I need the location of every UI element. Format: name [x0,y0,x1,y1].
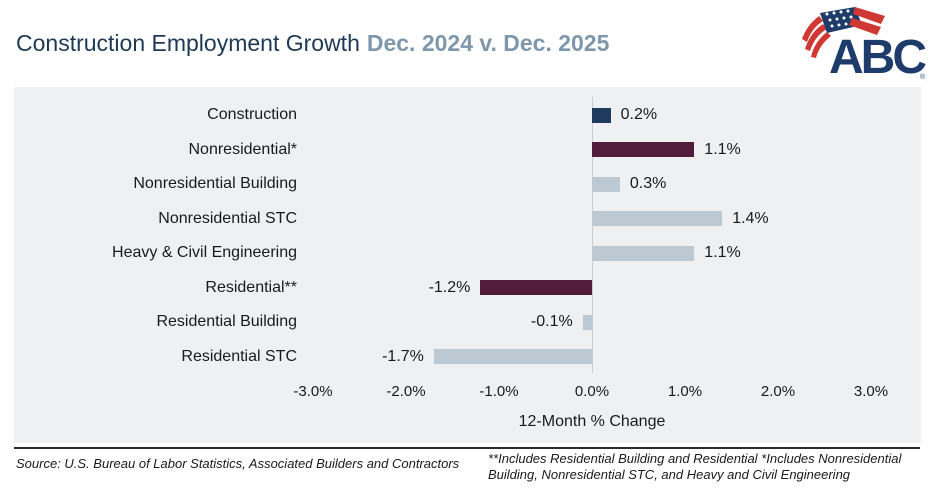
x-tick-label: -1.0% [479,383,519,400]
footer-divider [14,447,920,449]
value-label: -1.7% [382,347,424,365]
x-tick-label: 0.0% [574,383,610,400]
footnote-line-1: **Includes Residential Building and Resi… [488,451,902,466]
zero-axis-line [592,97,593,373]
bar [582,314,592,330]
value-label: -1.2% [428,278,471,296]
x-tick-label: 2.0% [760,383,796,400]
x-tick-label: -2.0% [386,383,426,400]
category-label: Heavy & Civil Engineering [112,244,297,261]
value-label: 1.4% [732,209,769,227]
logo-letters: ABC [829,31,926,83]
footnote-text: **Includes Residential Building and Resi… [488,451,901,483]
x-tick-label: 1.0% [667,383,703,400]
bar [592,211,723,226]
category-label: Residential Building [156,313,297,330]
page-title: Construction Employment Growth Dec. 2024 … [16,30,609,57]
source-text: Source: U.S. Bureau of Labor Statistics,… [16,456,460,471]
value-label: 0.3% [629,175,667,192]
value-label: 1.1% [704,244,741,261]
value-label: 1.1% [704,140,741,158]
value-label: 0.2% [620,106,658,123]
flag-stripes-right [849,7,885,35]
bar-chart: Construction 0.2% Nonresidential* 1.1% Nonre… [14,87,921,443]
category-label: Construction [207,106,297,123]
title-main: Construction Employment Growth [16,30,360,56]
title-period: Dec. 2024 v. Dec. 2025 [366,30,610,56]
bar [592,245,695,261]
category-label: Nonresidential* [188,140,297,158]
category-label: Nonresidential Building [133,175,297,192]
logo-registered-mark: ® [920,73,926,81]
category-label: Residential STC [181,347,297,365]
category-label: Residential** [205,278,297,296]
abc-logo: ABC ® [802,7,929,83]
flag-canton [820,7,862,33]
category-label: Nonresidential STC [158,209,297,227]
bar [433,349,592,364]
bar [592,107,611,123]
footnote-line-2: Building, Nonresidential STC, and Heavy … [488,467,851,482]
x-tick-label: 3.0% [853,383,889,400]
x-tick-label: -3.0% [293,383,333,400]
flag-stripes-left [802,16,831,58]
x-axis-title: 12-Month % Change [518,413,666,430]
bar [592,176,620,192]
value-label: -0.1% [530,313,573,330]
bar [480,280,592,295]
bar [592,142,695,157]
